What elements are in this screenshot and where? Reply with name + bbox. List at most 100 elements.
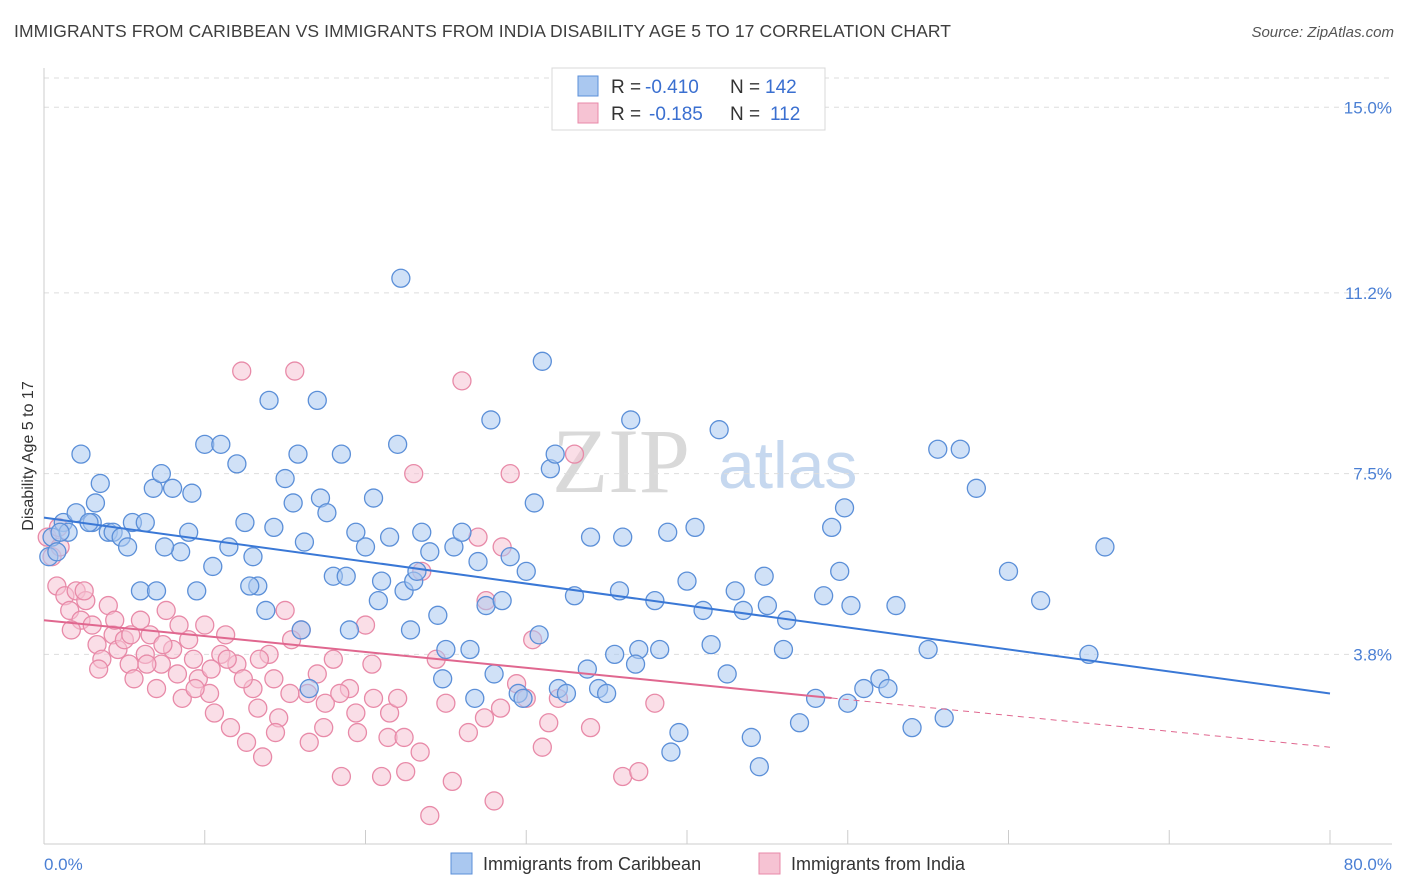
caribbean-point [468,551,488,572]
caribbean-point [85,493,106,513]
axes [43,68,1392,845]
bottom-legend-swatch-india [758,852,781,875]
caribbean-point [170,542,191,562]
caribbean-point [143,478,163,498]
india-point [153,634,173,655]
caribbean-point [151,464,171,484]
india-point [217,649,237,669]
caribbean-point [500,547,520,567]
caribbean-point [346,522,366,542]
caribbean-point [275,468,295,489]
caribbean-point [195,434,215,454]
india-point [436,693,456,713]
india-point [468,527,488,547]
india-point [387,688,408,708]
caribbean-point [368,591,389,611]
india-point [167,664,188,684]
caribbean-point [693,600,713,621]
india-point [500,464,520,484]
bottom-legend-swatch-caribbean [450,852,473,875]
caribbean-point [460,639,480,660]
caribbean-point [492,591,512,611]
watermark: ZIP atlas [552,410,857,512]
india-point [474,708,495,728]
caribbean-point [658,522,678,542]
caribbean-point [154,537,175,557]
caribbean-point [240,576,260,596]
india-point [275,600,295,621]
india-point [331,766,352,787]
india-point [420,805,440,826]
caribbean-point [966,478,986,498]
caribbean-point [886,595,906,616]
caribbean-point [50,522,70,542]
caribbean-point [307,390,327,411]
india-point [74,581,94,601]
india-point [363,688,384,708]
caribbean-point [902,718,922,738]
legend-r-value-india: -0.185 [649,104,703,125]
india-point [307,664,327,684]
chart-title: IMMIGRANTS FROM CARIBBEAN VS IMMIGRANTS … [14,21,952,41]
india-point [248,698,268,718]
caribbean-point [813,586,834,606]
india-point [323,649,344,669]
legend-r-label-india: R = [611,104,641,125]
india-point [169,615,189,635]
trendlines [43,516,1331,748]
india-point [378,727,398,748]
caribbean-point [182,483,202,503]
india-point [347,722,368,743]
india-point [204,703,225,723]
caribbean-point [950,439,970,459]
caribbean-point [516,561,536,581]
india-point [645,693,665,713]
caribbean-point [387,434,408,454]
caribbean-point [47,542,67,562]
caribbean-point [291,620,311,640]
caribbean-point [596,683,617,704]
caribbean-point [757,595,778,616]
caribbean-point [529,625,549,645]
india-point [156,600,176,621]
caribbean-point [146,581,167,601]
caribbean-point [363,488,384,508]
caribbean-point [299,678,319,699]
india-point [371,766,392,787]
india-point [185,678,205,699]
india-point [215,625,236,645]
caribbean-point [749,757,769,777]
caribbean-point [545,444,565,464]
india-point [458,722,479,743]
india-point [346,703,366,723]
caribbean-point [605,644,625,665]
india-point [315,693,335,713]
india-point [396,761,416,782]
caribbean-point [834,498,855,518]
caribbean-point [452,522,472,542]
caribbean-point [371,571,392,591]
top-legend: R = -0.410 N = 142 R = -0.185 N = 112 [551,67,826,131]
y-tick-label: 11.2% [1345,284,1392,303]
india-point [410,742,430,762]
india-point [146,678,167,699]
caribbean-point [227,454,247,474]
india-point [564,444,585,464]
india-point [452,371,472,391]
x-axis-ticks [204,830,1331,844]
caribbean-point [830,561,850,581]
caribbean-point [135,512,155,533]
caribbean-point [433,669,453,689]
india-point [233,669,253,689]
india-point [484,791,504,811]
y-axis-label: Disability Age 5 to 17 [20,381,37,531]
india-point [299,732,319,752]
caribbean-point [211,434,231,454]
x-tick-label-min: 0.0% [44,855,83,874]
india-point [404,464,424,484]
india-point [195,615,215,635]
caribbean-point [391,268,411,288]
india-point [285,361,305,381]
india-point [314,718,334,738]
